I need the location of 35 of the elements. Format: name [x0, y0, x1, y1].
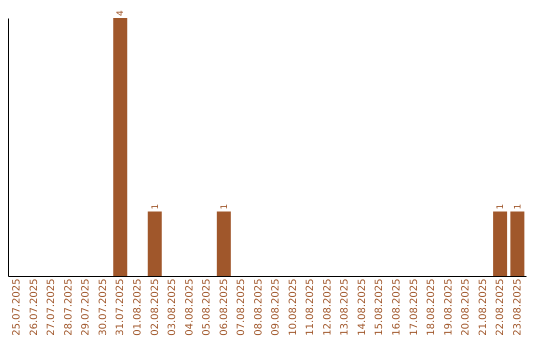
- x-tick-label: 20.08.2025: [460, 278, 472, 336]
- x-tick-label: 10.08.2025: [288, 278, 299, 336]
- x-tick-label: 25.07.2025: [12, 278, 23, 336]
- x-tick-label: 12.08.2025: [322, 278, 334, 336]
- x-tick-label: 17.08.2025: [408, 278, 420, 336]
- x-tick-label: 06.08.2025: [218, 278, 230, 336]
- x-tick-label: 26.07.2025: [28, 278, 40, 336]
- x-tick-label: 11.08.2025: [305, 278, 316, 336]
- x-tick-label: 05.08.2025: [202, 278, 213, 336]
- data-label: 1: [513, 204, 524, 210]
- data-label: 4: [116, 10, 126, 16]
- x-tick-label: 31.07.2025: [115, 278, 126, 336]
- x-tick-label: 15.08.2025: [374, 278, 386, 336]
- x-tick-label: 02.08.2025: [150, 278, 161, 336]
- x-tick-label: 29.07.2025: [80, 278, 92, 336]
- x-tick-label: 22.08.2025: [495, 278, 506, 336]
- x-tick-label: 21.08.2025: [478, 278, 489, 336]
- x-tick-label: 27.07.2025: [46, 278, 58, 336]
- data-label: 1: [150, 204, 161, 210]
- x-tick-label: 13.08.2025: [340, 278, 351, 336]
- x-tick-label: 23.08.2025: [512, 278, 524, 336]
- x-tick-label: 28.07.2025: [63, 278, 74, 336]
- data-label: 1: [496, 204, 506, 210]
- x-tick-label: 09.08.2025: [270, 278, 282, 336]
- x-tick-label: 08.08.2025: [253, 278, 264, 336]
- x-tick-label: 14.08.2025: [356, 278, 368, 336]
- x-tick-label: 01.08.2025: [132, 278, 144, 336]
- x-tick-label: 04.08.2025: [184, 278, 196, 336]
- x-tick-label: 18.08.2025: [426, 278, 438, 336]
- x-tick-label: 19.08.2025: [443, 278, 454, 336]
- data-label: 1: [220, 204, 230, 210]
- x-tick-label: 30.07.2025: [98, 278, 109, 336]
- x-tick-label: 03.08.2025: [167, 278, 178, 336]
- x-tick-label: 07.08.2025: [236, 278, 248, 336]
- x-tick-label: 16.08.2025: [392, 278, 402, 336]
